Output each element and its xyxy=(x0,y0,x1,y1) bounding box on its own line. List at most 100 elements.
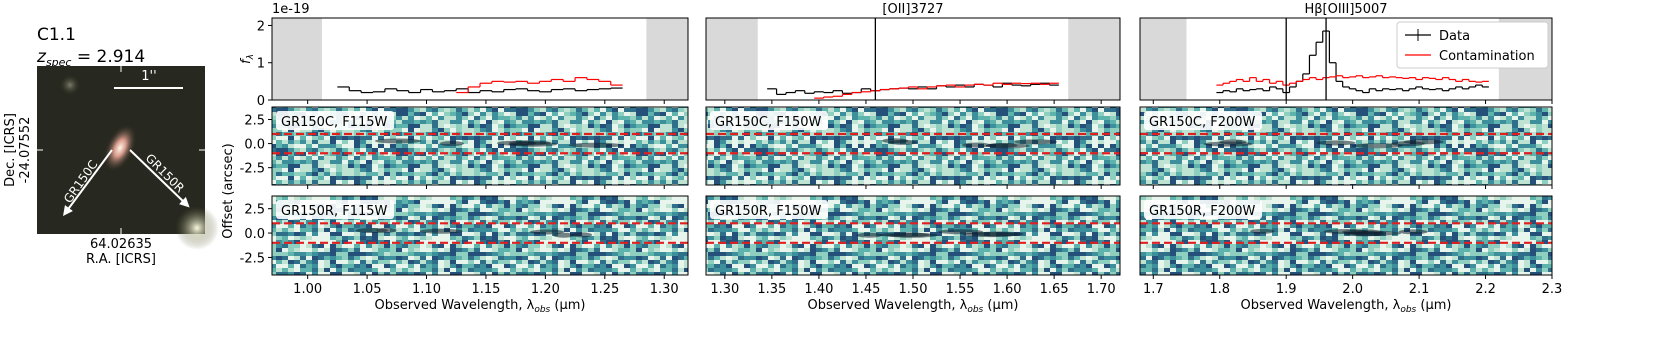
trace xyxy=(1250,228,1275,234)
axes-frame xyxy=(271,17,689,101)
x-tick-label: 1.40 xyxy=(804,282,833,297)
y-label-subscript: λ xyxy=(246,54,256,60)
y-axis-label: Offset (arcsec) xyxy=(221,143,236,238)
panel-title: Hβ[OIII]5007 xyxy=(1304,2,1387,17)
x-tick-label: 2.3 xyxy=(1542,282,1563,297)
arrow xyxy=(63,149,113,217)
axes-frame xyxy=(1139,106,1553,186)
x-tick-label: 1.60 xyxy=(993,282,1022,297)
trace xyxy=(439,141,464,147)
masked-region xyxy=(706,18,758,100)
object-id: C1.1 xyxy=(37,25,76,45)
legend-label: Data xyxy=(1439,29,1470,44)
x-tick-label: 1.35 xyxy=(757,282,786,297)
masked-region xyxy=(1068,18,1120,100)
masked-region xyxy=(272,18,322,100)
x-tick-label: 1.00 xyxy=(293,282,322,297)
trace xyxy=(496,140,537,146)
x-label-suffix: (μm) xyxy=(550,298,585,313)
arrow xyxy=(129,149,190,208)
x-label-suffix: (μm) xyxy=(983,298,1018,313)
x-tick-label: 1.45 xyxy=(851,282,880,297)
axes-frame xyxy=(1139,195,1553,276)
axes-frame xyxy=(271,195,689,276)
axes-frame xyxy=(705,17,1121,101)
trace xyxy=(974,231,1024,237)
panel-label: GR150R, F115W xyxy=(281,204,388,219)
panel-label-box xyxy=(1144,111,1262,130)
panel-title: [OII]3727 xyxy=(882,2,943,17)
x-label-subscript: obs xyxy=(534,305,550,315)
star xyxy=(60,75,80,95)
x-axis-label: R.A. [ICRS] xyxy=(86,252,156,267)
y-axis-label: Dec. [ICRS] xyxy=(3,113,18,187)
x-tick-label: 1.30 xyxy=(650,282,679,297)
trace xyxy=(1391,141,1425,147)
legend: Data Contamination xyxy=(1396,21,1549,69)
y-tick-label: 1 xyxy=(257,57,265,72)
y-tick-label: 2 xyxy=(257,19,265,34)
trace xyxy=(856,232,883,238)
masked-region xyxy=(1140,18,1187,100)
trace xyxy=(1343,231,1385,237)
x-tick-label: 1.15 xyxy=(471,282,500,297)
trace xyxy=(553,232,575,238)
x-tick-label: 1.55 xyxy=(946,282,975,297)
x-tick-label: 1.05 xyxy=(353,282,382,297)
thumbnail: C1.1 zspec = 2.914 1'' GR150C GR150R 64.… xyxy=(3,25,219,267)
trace xyxy=(376,227,397,233)
y-axis-label: fλ xyxy=(239,54,256,64)
panel-label: GR150R, F150W xyxy=(715,204,822,219)
panel-label-box xyxy=(710,111,828,130)
redshift-value: = 2.914 xyxy=(71,47,145,67)
panel-label-box xyxy=(710,200,828,219)
axis-offset: 1e-19 xyxy=(272,2,310,17)
panel-label: GR150R, F200W xyxy=(1149,204,1256,219)
x-label-subscript: obs xyxy=(967,305,983,315)
panel-label-box xyxy=(1144,200,1262,219)
x-tick-label: 1.50 xyxy=(899,282,928,297)
galaxy xyxy=(103,123,137,173)
x-tick-label: 1.10 xyxy=(412,282,441,297)
x-label-text: Observed Wavelength, λ xyxy=(375,298,535,313)
trace xyxy=(937,229,984,235)
trace xyxy=(374,138,422,144)
x-tick-label: 1.20 xyxy=(531,282,560,297)
x-label-suffix: (μm) xyxy=(1416,298,1451,313)
trace xyxy=(961,142,991,148)
panel-label: GR150C, F115W xyxy=(281,115,388,130)
x-tick-label: 1.7 xyxy=(1143,282,1164,297)
y-tick-label: 2.5 xyxy=(244,203,265,218)
trace xyxy=(985,143,1030,149)
y-label-symbol: f xyxy=(239,57,254,64)
x-tick-label: 1.8 xyxy=(1209,282,1230,297)
x-axis-label: Observed Wavelength, λobs (μm) xyxy=(1241,298,1452,315)
x-tick-label: 1.25 xyxy=(590,282,619,297)
x-label-text: Observed Wavelength, λ xyxy=(1241,298,1401,313)
axes-frame xyxy=(1139,17,1553,101)
trace xyxy=(1013,139,1058,145)
panel-label-box xyxy=(276,111,394,130)
y-tick-label: -2.5 xyxy=(240,251,265,266)
x-label-subscript: obs xyxy=(1400,305,1416,315)
y-tick-label: 0.0 xyxy=(244,227,265,242)
trace xyxy=(1316,140,1356,146)
x-axis-label: Observed Wavelength, λobs (μm) xyxy=(808,298,1019,315)
x-tick-label: 1.65 xyxy=(1040,282,1069,297)
trace xyxy=(879,232,930,238)
trace xyxy=(1203,141,1253,147)
panel-label-box xyxy=(276,200,394,219)
y-tick-label: 0 xyxy=(257,94,265,109)
x-tick-label: 2.1 xyxy=(1409,282,1430,297)
x-tick-label: 2.0 xyxy=(1342,282,1363,297)
redshift-subscript: spec xyxy=(46,56,72,69)
x-tick-label: 64.02635 xyxy=(90,237,152,252)
y-tick-label: 0.0 xyxy=(244,138,265,153)
legend-box xyxy=(1396,21,1549,69)
redshift-symbol: z xyxy=(36,47,47,67)
masked-region xyxy=(646,18,688,100)
trace xyxy=(419,228,463,234)
legend-label: Contamination xyxy=(1439,49,1535,64)
y-tick-label: 2.5 xyxy=(244,114,265,129)
